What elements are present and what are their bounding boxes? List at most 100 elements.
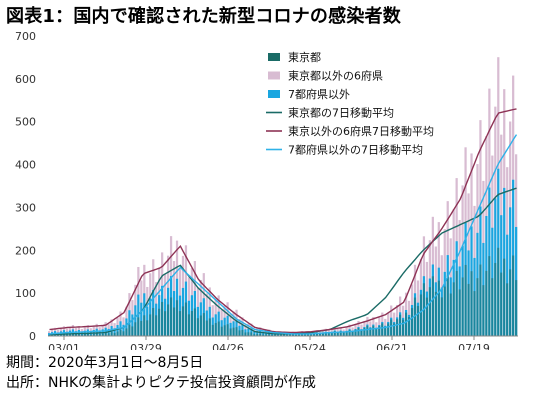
bar-tokyo: [419, 294, 423, 336]
bar-tokyo: [461, 277, 464, 336]
bar-tokyo: [158, 308, 161, 336]
bar-tokyo: [50, 334, 54, 336]
bar-outside-seven: [116, 325, 119, 336]
bar-tokyo: [515, 280, 518, 336]
bar-tokyo: [387, 323, 390, 336]
y-tick-label: 700: [15, 30, 36, 43]
legend-label: 東京都: [288, 50, 321, 64]
bar-tokyo: [354, 329, 357, 336]
bar-outside-seven: [250, 328, 253, 336]
bar-tokyo: [280, 334, 283, 336]
bar-tokyo: [294, 334, 298, 336]
bar-tokyo: [372, 325, 375, 336]
bar-tokyo: [62, 334, 66, 336]
bar-tokyo: [166, 304, 170, 336]
bar-tokyo: [300, 334, 304, 336]
y-tick-label: 0: [29, 330, 36, 343]
bar-tokyo: [500, 272, 503, 336]
y-tick-label: 400: [15, 159, 36, 172]
bar-outside-seven: [143, 293, 146, 336]
bar-tokyo: [184, 302, 188, 336]
bar-tokyo: [217, 321, 220, 336]
bar-tokyo: [283, 334, 286, 336]
bar-tokyo: [175, 300, 179, 336]
x-tick-label: 05/24: [294, 342, 326, 350]
x-tick-label: 07/19: [458, 342, 490, 350]
bar-tokyo: [348, 329, 351, 336]
bar-tokyo: [431, 276, 434, 336]
bar-tokyo: [152, 307, 155, 336]
bar-tokyo: [181, 306, 185, 336]
bar-tokyo: [155, 315, 158, 336]
bar-tokyo: [458, 289, 461, 336]
bar-tokyo: [494, 262, 497, 336]
bar-tokyo: [303, 334, 307, 336]
bar-tokyo: [89, 334, 92, 336]
bar-tokyo: [220, 326, 223, 336]
bar-tokyo: [312, 334, 315, 336]
bar-tokyo: [131, 326, 134, 336]
bar-tokyo: [214, 323, 217, 336]
bar-tokyo: [327, 333, 330, 336]
bar-tokyo: [274, 334, 277, 336]
bar-tokyo: [229, 328, 232, 336]
bar-tokyo: [250, 332, 253, 336]
bar-tokyo: [390, 319, 393, 336]
bar-tokyo: [407, 317, 411, 336]
bar-tokyo: [80, 334, 83, 336]
y-tick-label: 300: [15, 201, 36, 214]
bar-outside-seven: [253, 331, 256, 336]
bar-tokyo: [393, 323, 396, 336]
bar-tokyo: [232, 327, 235, 336]
chart-svg: 0 100 200 300 400 500 600 700 03/01 03/29 04/26 05/…: [15, 30, 518, 350]
bar-tokyo: [443, 286, 446, 336]
bar-tokyo: [318, 334, 321, 336]
bar-tokyo: [146, 320, 149, 336]
bar-outside-seven: [107, 328, 110, 336]
bar-tokyo: [482, 285, 485, 336]
bar-tokyo: [98, 334, 101, 336]
bar-tokyo: [488, 256, 491, 336]
bar-tokyo: [193, 308, 196, 336]
bar-outside-seven: [283, 333, 286, 336]
source-note: 出所：NHKの集計よりピクテ投信投資顧問が作成: [6, 375, 316, 391]
bar-tokyo: [455, 270, 458, 336]
bar-tokyo: [413, 297, 417, 336]
bar-tokyo: [83, 334, 86, 336]
x-tick-label: 03/29: [130, 342, 162, 350]
legend-label: 東京都の7日移動平均: [288, 106, 394, 120]
legend-swatch: [268, 90, 280, 98]
bar-tokyo: [357, 327, 360, 336]
legend-label: 東京以外の6府県7日移動平均: [288, 124, 434, 138]
bar-tokyo: [262, 334, 265, 336]
bar-outside-seven: [140, 302, 143, 336]
bar-tokyo: [336, 332, 339, 336]
y-tick-label: 600: [15, 73, 36, 86]
bar-tokyo: [309, 334, 313, 336]
bar-tokyo: [140, 320, 143, 336]
bar-tokyo: [116, 331, 119, 336]
bar-tokyo: [401, 319, 405, 336]
bar-tokyo: [491, 278, 494, 336]
legend-swatch: [268, 71, 280, 80]
bar-tokyo: [291, 334, 295, 336]
bar-tokyo: [134, 322, 137, 336]
bar-tokyo: [56, 334, 60, 336]
ma-line: [49, 134, 518, 335]
bar-outside-seven: [271, 333, 274, 336]
legend-swatch: [268, 53, 280, 61]
ma-line: [49, 108, 517, 334]
bar-tokyo: [506, 283, 509, 336]
bar-outside-seven: [280, 333, 283, 336]
bar-tokyo: [187, 314, 191, 336]
bar-tokyo: [384, 326, 387, 336]
bar-tokyo: [315, 333, 318, 336]
legend-label: 7都府県以外の7日移動平均: [288, 143, 423, 157]
bar-tokyo: [113, 332, 116, 336]
bar-tokyo: [190, 310, 194, 336]
bar-tokyo: [449, 293, 452, 336]
bar-outside-seven: [274, 333, 277, 336]
bar-tokyo: [509, 269, 512, 336]
y-tick-label: 500: [15, 116, 36, 129]
bar-tokyo: [503, 258, 506, 336]
